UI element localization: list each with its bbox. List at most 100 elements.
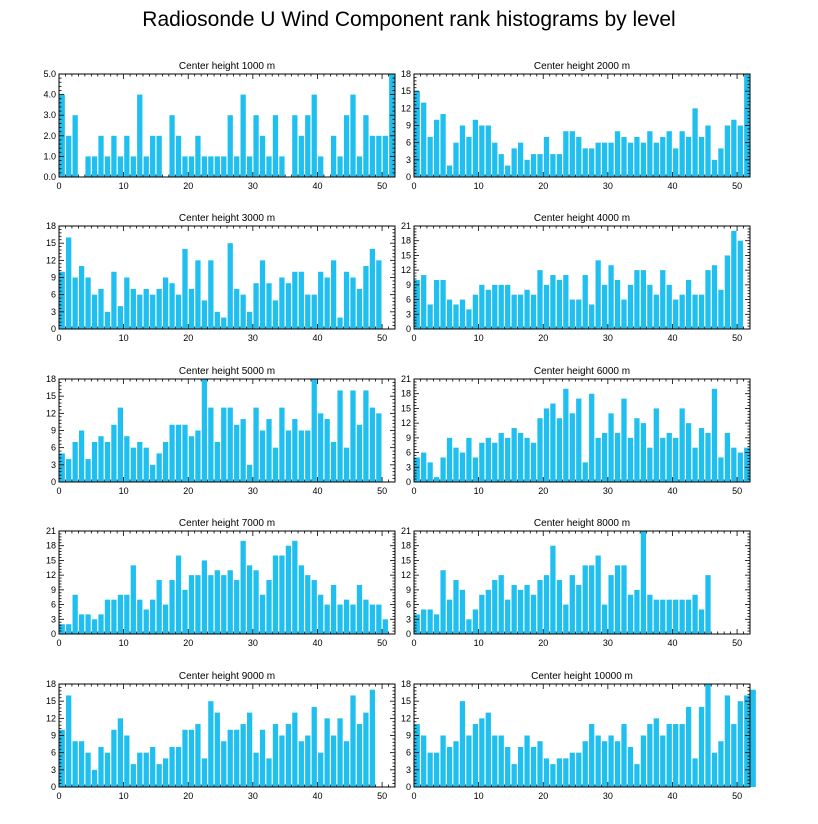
histogram-bar bbox=[156, 580, 162, 634]
histogram-bar bbox=[459, 299, 466, 329]
histogram-bar bbox=[143, 447, 149, 482]
x-tick-label: 40 bbox=[312, 638, 322, 648]
panel-subtitle: Center height 3000 m bbox=[179, 213, 275, 224]
histogram-bar bbox=[337, 604, 343, 634]
histogram-bar bbox=[318, 156, 324, 177]
x-tick-label: 30 bbox=[248, 181, 258, 191]
histogram-bar bbox=[537, 741, 543, 787]
histogram-bar bbox=[72, 441, 78, 482]
histogram-bar bbox=[66, 695, 72, 787]
histogram-bar bbox=[466, 309, 472, 329]
y-tick-label: 12 bbox=[46, 408, 56, 418]
histogram-bar bbox=[543, 284, 550, 329]
histogram-bar bbox=[369, 135, 376, 177]
histogram-bar bbox=[750, 689, 756, 787]
histogram-bar bbox=[621, 136, 627, 177]
histogram-bar bbox=[227, 570, 233, 634]
histogram-bar bbox=[744, 447, 750, 482]
histogram-bar bbox=[201, 560, 208, 634]
x-tick-label: 50 bbox=[377, 791, 387, 801]
histogram-bar bbox=[234, 156, 240, 177]
histogram-bar bbox=[356, 156, 363, 177]
histogram-bar bbox=[285, 430, 292, 482]
histogram-bar bbox=[246, 565, 253, 634]
x-tick-label: 20 bbox=[538, 181, 548, 191]
x-tick-label: 30 bbox=[248, 638, 258, 648]
histogram-bar bbox=[698, 609, 705, 634]
x-tick-label: 40 bbox=[667, 333, 677, 343]
histogram-bar bbox=[363, 266, 369, 329]
histogram-bar bbox=[195, 575, 201, 634]
histogram-bar bbox=[246, 712, 253, 787]
histogram-bar bbox=[492, 580, 498, 634]
histogram-bar bbox=[601, 604, 608, 634]
histogram-bar bbox=[685, 279, 692, 329]
y-tick-label: 9 bbox=[51, 585, 56, 595]
histogram-bar bbox=[517, 142, 524, 177]
histogram-bar bbox=[350, 390, 356, 482]
histogram-bar bbox=[305, 575, 311, 634]
histogram-bar bbox=[195, 724, 201, 787]
histogram-bar bbox=[466, 735, 472, 787]
histogram-bar bbox=[634, 764, 640, 787]
histogram-bar bbox=[59, 729, 65, 787]
histogram-bar bbox=[285, 283, 292, 329]
y-tick-label: 9 bbox=[51, 731, 56, 741]
histogram-bar bbox=[376, 260, 382, 329]
y-tick-label: 3 bbox=[406, 765, 411, 775]
x-tick-label: 50 bbox=[732, 181, 742, 191]
histogram-bar bbox=[563, 388, 569, 482]
histogram-bar bbox=[240, 419, 246, 482]
histogram-bar bbox=[272, 115, 279, 177]
histogram-bar bbox=[627, 594, 634, 634]
histogram-bar bbox=[221, 741, 227, 787]
histogram-bar bbox=[692, 594, 698, 634]
histogram-bar bbox=[240, 540, 246, 634]
histogram-bar bbox=[162, 604, 169, 634]
histogram-bar bbox=[78, 741, 85, 787]
x-tick-label: 10 bbox=[474, 486, 484, 496]
histogram-bar bbox=[117, 306, 124, 329]
histogram-bar bbox=[318, 413, 324, 482]
histogram-bar bbox=[59, 271, 65, 329]
histogram-bar bbox=[279, 555, 285, 634]
histogram-bar bbox=[537, 580, 543, 634]
histogram-bar bbox=[433, 752, 440, 787]
histogram-bar bbox=[259, 135, 266, 177]
histogram-panel-9: Center height 9000 m 0 10 20 30 40 50 0 3 6 9 12 15 1… bbox=[46, 671, 396, 801]
histogram-bar bbox=[298, 271, 304, 329]
histogram-bar bbox=[169, 746, 175, 787]
histogram-bar bbox=[318, 271, 324, 329]
histogram-bar bbox=[162, 758, 169, 787]
histogram-bar bbox=[156, 288, 162, 329]
histogram-bar bbox=[685, 423, 692, 482]
histogram-bar bbox=[524, 584, 530, 634]
histogram-bar bbox=[601, 142, 608, 177]
histogram-bar bbox=[311, 706, 317, 787]
histogram-bar bbox=[214, 712, 220, 787]
histogram-bar bbox=[543, 408, 550, 482]
histogram-bar bbox=[550, 154, 556, 177]
histogram-bar bbox=[421, 275, 427, 329]
histogram-bar bbox=[337, 317, 343, 329]
histogram-bar bbox=[517, 746, 524, 787]
histogram-bar bbox=[143, 156, 149, 177]
x-tick-label: 30 bbox=[603, 791, 613, 801]
histogram-bar bbox=[653, 599, 659, 634]
histogram-bar bbox=[150, 464, 156, 482]
histogram-bar bbox=[414, 457, 420, 482]
histogram-bar bbox=[731, 724, 737, 787]
x-tick-label: 40 bbox=[312, 333, 322, 343]
histogram-bar bbox=[614, 741, 621, 787]
histogram-bar bbox=[647, 284, 653, 329]
histogram-bar bbox=[292, 540, 298, 634]
histogram-bar bbox=[130, 565, 136, 634]
histogram-bar bbox=[272, 300, 279, 329]
histogram-bar bbox=[634, 270, 640, 329]
histogram-bar bbox=[537, 154, 543, 177]
histogram-bar bbox=[221, 156, 227, 177]
y-tick-label: 15 bbox=[401, 250, 411, 260]
histogram-bar bbox=[91, 294, 98, 329]
histogram-bar bbox=[104, 156, 111, 177]
histogram-bar bbox=[595, 437, 601, 482]
